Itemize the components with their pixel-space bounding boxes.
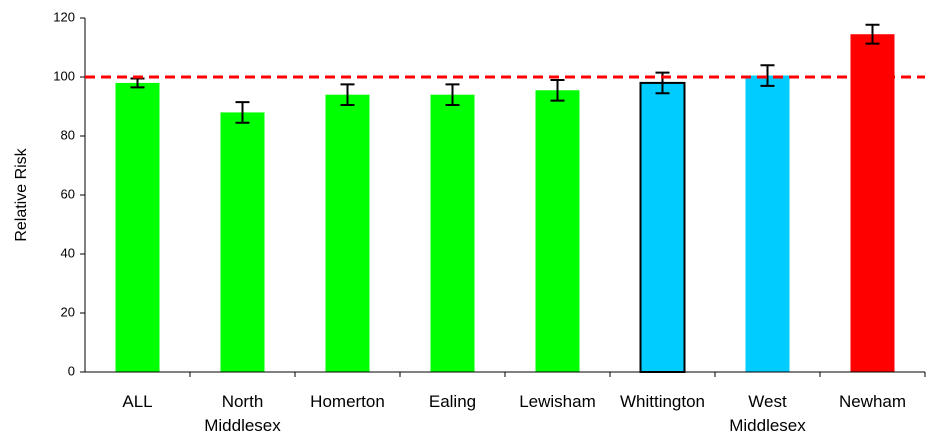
bar [430,94,475,372]
x-tick-label: Newham [838,392,907,411]
x-tick-label: Homerton [310,392,385,411]
y-tick-label: 120 [53,9,75,24]
error-bar [865,23,880,45]
y-tick-label: 0 [68,363,75,378]
bar [850,34,895,372]
bar [220,112,265,373]
x-tick-label: Ealing [428,392,477,411]
error-bar [235,101,250,124]
y-tick-label: 40 [61,245,75,260]
bar [745,75,790,373]
bar [325,94,370,372]
x-tick-label: Whittington [619,392,706,411]
y-tick-label: 100 [53,68,75,83]
x-tick-label: ALL [122,392,153,411]
bar [535,90,580,373]
error-bar [550,78,565,102]
y-tick-label: 60 [61,186,75,201]
bar [115,82,160,373]
y-tick-label: 20 [61,304,75,319]
x-tick-label: North Middlesex [204,392,281,435]
y-axis-label: Relative Risk [13,147,30,241]
y-tick-label: 80 [61,127,75,142]
error-bar [340,83,355,107]
error-bar [760,64,775,87]
x-tick-label: Lewisham [519,392,596,411]
error-bar [445,83,460,107]
bar [639,81,686,374]
x-tick-label: West Middlesex [729,392,806,435]
